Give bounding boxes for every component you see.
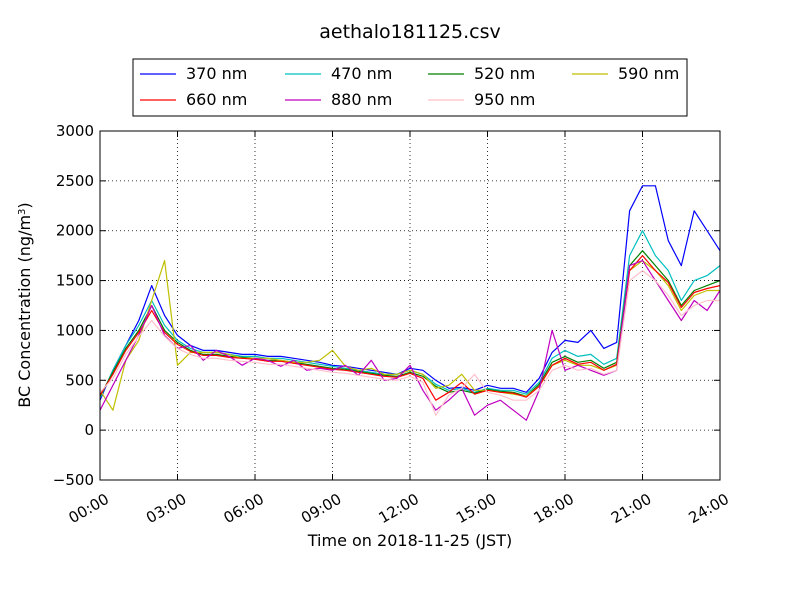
legend-label: 370 nm: [186, 64, 247, 83]
legend: 370 nm 470 nm 520 nm 590 nm 660 nm 880 nm 950 …: [132, 58, 688, 117]
y-tick-label: −500: [53, 471, 94, 489]
y-tick-label: 1500: [56, 272, 94, 290]
legend-label: 950 nm: [474, 90, 535, 109]
legend-label: 660 nm: [186, 90, 247, 109]
series-line: [100, 270, 720, 416]
legend-label: 880 nm: [331, 90, 392, 109]
y-tick-label: 3000: [56, 122, 94, 140]
x-axis-label: Time on 2018-11-25 (JST): [307, 531, 512, 550]
plot-area: [100, 131, 720, 480]
y-axis-label: BC Concentration (ng/m3): [15, 202, 34, 407]
chart-title: aethalo181125.csv: [319, 21, 501, 43]
legend-frame: [132, 58, 688, 117]
grid: [100, 131, 720, 480]
y-tick-label: 500: [65, 371, 94, 389]
legend-label: 590 nm: [618, 64, 679, 83]
y-axis-label-main: BC Concentration (ng/m: [15, 215, 34, 408]
legend-label: 520 nm: [474, 64, 535, 83]
legend-label: 470 nm: [331, 64, 392, 83]
y-axis-label-close: ): [15, 202, 34, 208]
y-tick-label: 0: [84, 421, 94, 439]
y-tick-label: 2500: [56, 172, 94, 190]
series-line: [100, 185, 720, 401]
y-tick-label: 2000: [56, 222, 94, 240]
series-group: [100, 185, 720, 421]
series-line: [100, 255, 720, 401]
y-tick-label: 1000: [56, 321, 94, 339]
series-line: [100, 260, 720, 411]
y-axis-label-superscript: 3: [17, 209, 28, 215]
